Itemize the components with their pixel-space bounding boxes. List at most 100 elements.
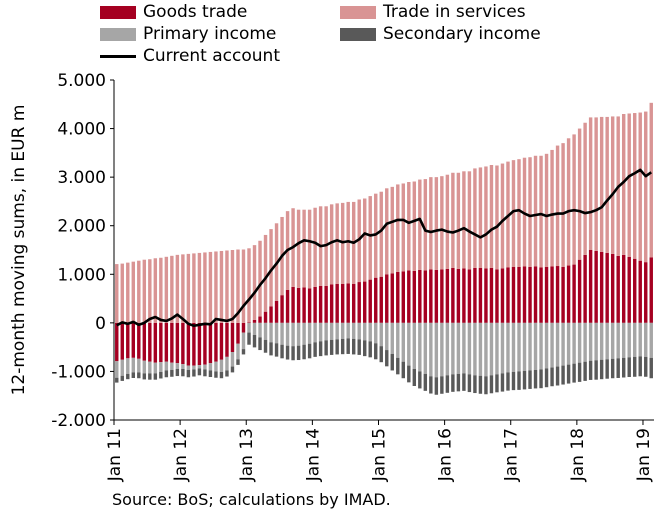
bar-trade-in-services — [219, 250, 224, 323]
bar-trade-in-services — [396, 184, 400, 272]
bar-goods-trade — [528, 267, 532, 323]
bar-trade-in-services — [434, 177, 439, 270]
bar-trade-in-services — [225, 250, 229, 323]
bar-trade-in-services — [644, 111, 648, 263]
bar-trade-in-services — [236, 249, 240, 323]
legend-swatch-primary-income — [100, 27, 136, 41]
bar-trade-in-services — [649, 102, 653, 258]
bar-primary-income — [307, 322, 312, 344]
bar-goods-trade — [263, 311, 268, 323]
bar-secondary-income — [120, 375, 124, 381]
bar-secondary-income — [473, 375, 477, 394]
bar-secondary-income — [517, 371, 521, 390]
bar-trade-in-services — [241, 249, 246, 323]
bar-primary-income — [230, 352, 235, 367]
bar-secondary-income — [423, 373, 428, 391]
bar-secondary-income — [241, 349, 246, 355]
bar-primary-income — [500, 322, 505, 374]
bar-secondary-income — [489, 375, 494, 394]
bar-trade-in-services — [451, 172, 455, 268]
bar-goods-trade — [649, 257, 653, 323]
bar-trade-in-services — [627, 113, 631, 257]
bar-goods-trade — [170, 322, 174, 363]
bar-primary-income — [418, 322, 422, 372]
bar-secondary-income — [214, 371, 218, 378]
legend-swatch-current-account — [100, 54, 136, 58]
bar-secondary-income — [396, 357, 400, 375]
bar-secondary-income — [324, 340, 328, 356]
bar-trade-in-services — [186, 253, 191, 323]
bar-secondary-income — [296, 345, 301, 361]
line-current-account — [116, 168, 652, 328]
y-tick-label: -1.000 — [51, 362, 106, 382]
bar-secondary-income — [329, 339, 334, 355]
bar-secondary-income — [522, 370, 527, 390]
bar-goods-trade — [164, 322, 169, 362]
bar-goods-trade — [208, 322, 213, 364]
bar-goods-trade — [192, 322, 196, 366]
bar-secondary-income — [197, 368, 202, 376]
bar-secondary-income — [539, 369, 543, 389]
bar-goods-trade — [533, 266, 538, 323]
bar-secondary-income — [263, 339, 268, 353]
bar-primary-income — [374, 322, 378, 344]
bar-secondary-income — [137, 372, 141, 379]
bar-secondary-income — [588, 360, 593, 380]
bar-secondary-income — [533, 369, 538, 389]
bar-goods-trade — [594, 250, 598, 323]
bar-secondary-income — [407, 365, 411, 383]
bar-primary-income — [539, 322, 543, 370]
bar-trade-in-services — [544, 153, 549, 267]
bar-primary-income — [588, 322, 593, 361]
bar-trade-in-services — [561, 143, 565, 267]
bar-trade-in-services — [445, 174, 450, 269]
bar-secondary-income — [528, 370, 532, 389]
x-tick-label: Jan 13 — [237, 428, 257, 482]
bar-trade-in-services — [170, 255, 174, 323]
bar-secondary-income — [280, 344, 284, 359]
bar-primary-income — [351, 322, 356, 339]
bar-primary-income — [126, 358, 130, 374]
bar-trade-in-services — [440, 176, 444, 270]
x-tick-label: Jan 14 — [303, 428, 323, 482]
bar-goods-trade — [407, 270, 411, 323]
bar-goods-trade — [225, 322, 229, 357]
bar-secondary-income — [340, 338, 345, 355]
bar-secondary-income — [555, 366, 560, 386]
bar-primary-income — [186, 365, 191, 370]
bar-area — [115, 102, 653, 395]
bar-trade-in-services — [390, 186, 394, 274]
bar-secondary-income — [374, 343, 378, 360]
bar-secondary-income — [583, 361, 587, 381]
bar-goods-trade — [385, 274, 389, 323]
bar-trade-in-services — [605, 116, 609, 253]
bar-secondary-income — [561, 365, 565, 385]
bar-trade-in-services — [230, 250, 235, 323]
bar-secondary-income — [484, 376, 488, 395]
bar-goods-trade — [638, 260, 642, 323]
bar-secondary-income — [644, 356, 648, 377]
bar-secondary-income — [412, 369, 417, 386]
bar-goods-trade — [390, 273, 394, 323]
bar-secondary-income — [153, 373, 158, 380]
bar-secondary-income — [440, 376, 444, 394]
bar-goods-trade — [462, 268, 466, 323]
bar-goods-trade — [473, 267, 477, 323]
bar-secondary-income — [633, 356, 637, 377]
bar-primary-income — [495, 322, 499, 375]
line-area — [116, 168, 652, 328]
bar-primary-income — [175, 363, 180, 369]
bar-secondary-income — [247, 332, 251, 345]
bar-trade-in-services — [263, 234, 268, 312]
bar-primary-income — [385, 322, 389, 351]
bar-primary-income — [203, 364, 207, 370]
bar-trade-in-services — [120, 263, 124, 323]
bar-secondary-income — [610, 358, 615, 379]
bar-trade-in-services — [583, 122, 587, 255]
bar-trade-in-services — [550, 149, 554, 267]
bar-trade-in-services — [412, 181, 417, 271]
bar-goods-trade — [291, 286, 295, 323]
bar-primary-income — [572, 322, 576, 364]
legend-label: Primary income — [143, 24, 277, 44]
bar-goods-trade — [550, 266, 554, 323]
